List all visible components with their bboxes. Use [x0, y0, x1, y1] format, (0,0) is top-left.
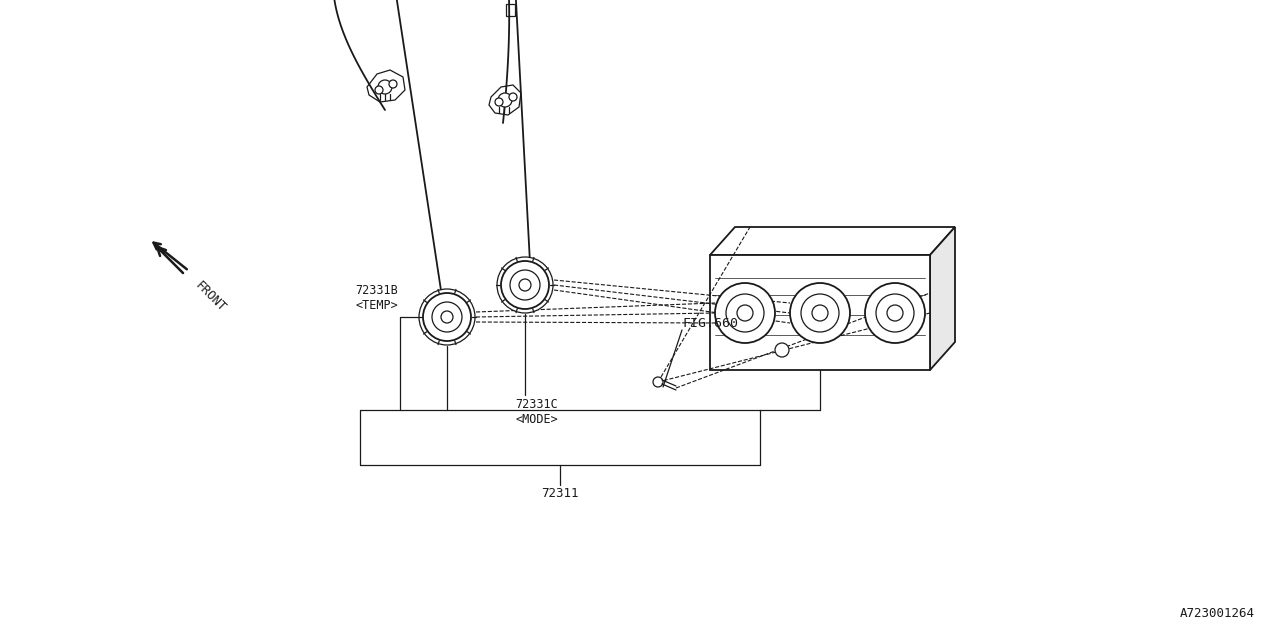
Circle shape — [790, 283, 850, 343]
Circle shape — [653, 377, 663, 387]
Circle shape — [433, 302, 462, 332]
Text: 72311: 72311 — [541, 487, 579, 500]
Text: 72331C
<MODE>: 72331C <MODE> — [515, 398, 558, 426]
Circle shape — [495, 98, 503, 106]
Circle shape — [801, 294, 838, 332]
Circle shape — [865, 283, 925, 343]
Circle shape — [726, 294, 764, 332]
Circle shape — [419, 289, 475, 345]
Text: FIG.660: FIG.660 — [682, 317, 739, 330]
Circle shape — [812, 305, 828, 321]
Circle shape — [509, 93, 517, 101]
Circle shape — [737, 305, 753, 321]
Circle shape — [375, 86, 383, 94]
Polygon shape — [931, 227, 955, 370]
Polygon shape — [710, 255, 931, 370]
Circle shape — [442, 311, 453, 323]
Text: FRONT: FRONT — [193, 279, 229, 315]
Circle shape — [498, 93, 512, 107]
Polygon shape — [710, 227, 955, 255]
Circle shape — [389, 80, 397, 88]
Text: 72331B
<TEMP>: 72331B <TEMP> — [355, 284, 398, 312]
Circle shape — [509, 270, 540, 300]
Circle shape — [774, 343, 788, 357]
Circle shape — [500, 261, 549, 309]
Text: A723001264: A723001264 — [1180, 607, 1254, 620]
Circle shape — [518, 279, 531, 291]
Circle shape — [422, 293, 471, 341]
Circle shape — [887, 305, 902, 321]
Circle shape — [378, 80, 392, 94]
Circle shape — [497, 257, 553, 313]
Circle shape — [876, 294, 914, 332]
Circle shape — [716, 283, 774, 343]
